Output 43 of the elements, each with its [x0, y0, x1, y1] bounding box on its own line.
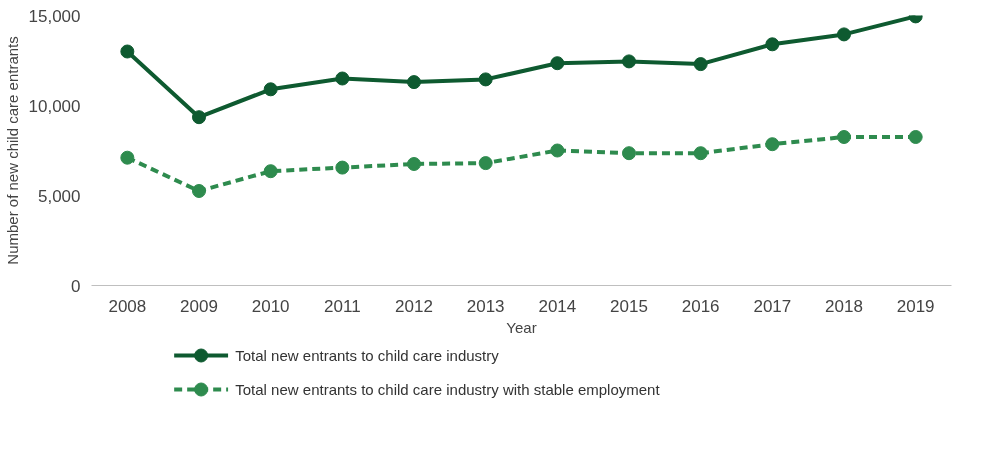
y-tick-label: 5,000	[37, 186, 81, 206]
y-tick-label: 15,000	[28, 6, 81, 26]
x-tick-label: 2008	[108, 296, 147, 316]
x-tick-label: 2015	[610, 296, 648, 316]
x-tick-label: 2017	[753, 296, 792, 316]
y-axis-title: Number of new child care entrants	[3, 36, 21, 265]
point	[550, 143, 565, 158]
point	[120, 44, 135, 59]
point	[765, 37, 780, 52]
x-tick-label: 2011	[324, 296, 361, 316]
point	[263, 164, 278, 179]
point	[478, 156, 493, 171]
y-tick-label: 0	[71, 276, 81, 296]
point	[407, 75, 421, 90]
point	[908, 130, 923, 144]
point	[550, 56, 565, 71]
x-tick-label: 2019	[896, 296, 935, 316]
legend-label: Total new entrants to child care industry	[235, 347, 500, 364]
point	[192, 110, 206, 125]
point	[335, 160, 350, 175]
y-tick-label: 10,000	[28, 96, 81, 116]
point	[837, 130, 851, 144]
x-axis-title: Year	[506, 318, 537, 336]
point	[622, 146, 636, 161]
legend-label: Total new entrants to child care industry with stable employment	[235, 381, 661, 398]
x-tick-label: 2010	[251, 296, 290, 316]
x-tick-label: 2009	[180, 296, 218, 316]
point	[693, 57, 708, 72]
point	[837, 27, 851, 42]
point	[407, 157, 421, 171]
x-tick-label: 2013	[466, 296, 505, 316]
point	[622, 54, 636, 69]
x-tick-label: 2018	[825, 296, 863, 316]
point	[478, 72, 493, 87]
x-tick-label: 2014	[538, 296, 577, 316]
x-tick-label: 2012	[395, 296, 433, 316]
point	[120, 150, 135, 165]
point	[192, 184, 206, 198]
point	[263, 82, 278, 97]
point	[335, 71, 350, 86]
point	[693, 146, 708, 161]
point	[765, 137, 780, 152]
x-tick-label: 2016	[681, 296, 720, 316]
